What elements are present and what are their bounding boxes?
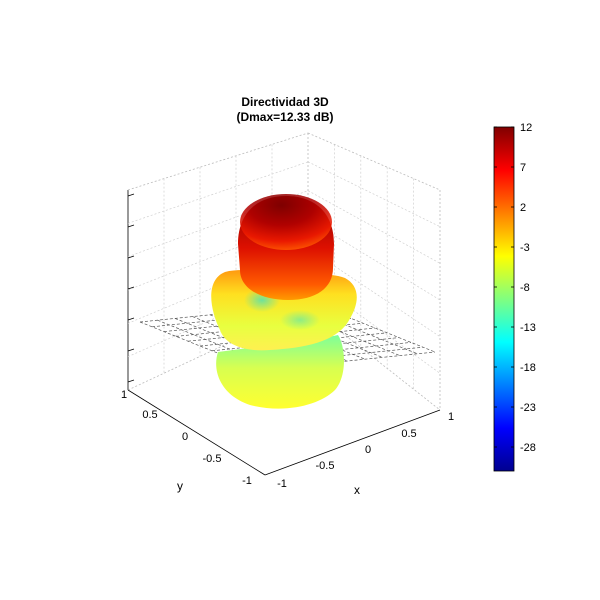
x-axis-line xyxy=(264,409,441,476)
y-tick-labels: -1 -0.5 0 0.5 1 xyxy=(121,389,252,487)
grid-line xyxy=(307,190,441,264)
y-axis-line xyxy=(127,389,266,476)
z-tick-mark xyxy=(127,317,135,321)
colorbar: 12 7 2 -3 -8 -13 -18 -23 -28 xyxy=(493,122,536,472)
x-tick-label: 0 xyxy=(365,444,371,456)
x-tick-label: 0.5 xyxy=(401,428,416,440)
colorbar-tick-label: -8 xyxy=(520,282,530,294)
y-tick-label: -1 xyxy=(242,475,252,487)
y-axis-label: y xyxy=(177,479,183,493)
x-tick-label: -0.5 xyxy=(316,460,335,472)
y-tick-label: -0.5 xyxy=(203,453,222,465)
colorbar-tick-label: 12 xyxy=(520,122,532,134)
x-tick-label: 1 xyxy=(448,411,454,423)
chart-subtitle: (Dmax=12.33 dB) xyxy=(236,110,333,124)
colorbar-tick-label: -23 xyxy=(520,402,536,414)
directivity-surface xyxy=(211,194,357,409)
x-tick-label: -1 xyxy=(277,478,287,490)
y-tick-label: 0 xyxy=(182,431,188,443)
colorbar-fill xyxy=(493,126,515,472)
x-tick-labels: -1 -0.5 0 0.5 1 xyxy=(277,411,454,490)
z-ticks xyxy=(127,193,135,383)
main-lobe-top xyxy=(240,194,332,250)
z-tick-mark xyxy=(127,224,135,228)
lower-lobe xyxy=(216,335,344,409)
z-tick-mark xyxy=(127,193,135,197)
z-tick-mark xyxy=(127,286,135,290)
box-back-top-left xyxy=(127,132,309,191)
colorbar-tick-label: 2 xyxy=(520,202,526,214)
colorbar-tick-label: 7 xyxy=(520,162,526,174)
colorbar-ticks: 12 7 2 -3 -8 -13 -18 -23 -28 xyxy=(494,122,536,454)
colorbar-tick-label: -28 xyxy=(520,442,536,454)
y-tick-label: 0.5 xyxy=(142,409,157,421)
colorbar-tick-label: -13 xyxy=(520,322,536,334)
colorbar-tick-label: -18 xyxy=(520,362,536,374)
side-lobe-shade xyxy=(280,310,320,330)
z-tick-mark xyxy=(127,379,135,383)
plane-grid-line xyxy=(259,351,436,371)
grid-line xyxy=(127,276,309,357)
grid-line xyxy=(307,161,441,227)
y-tick-label: 1 xyxy=(121,389,127,401)
chart-title: Directividad 3D xyxy=(241,95,329,109)
z-tick-mark xyxy=(127,255,135,259)
z-tick-mark xyxy=(127,348,135,352)
colorbar-tick-label: -3 xyxy=(520,242,530,254)
x-axis-label: x xyxy=(354,483,360,497)
box-back-top-right xyxy=(307,132,441,191)
grid-line xyxy=(307,248,441,337)
grid-line xyxy=(307,276,441,374)
